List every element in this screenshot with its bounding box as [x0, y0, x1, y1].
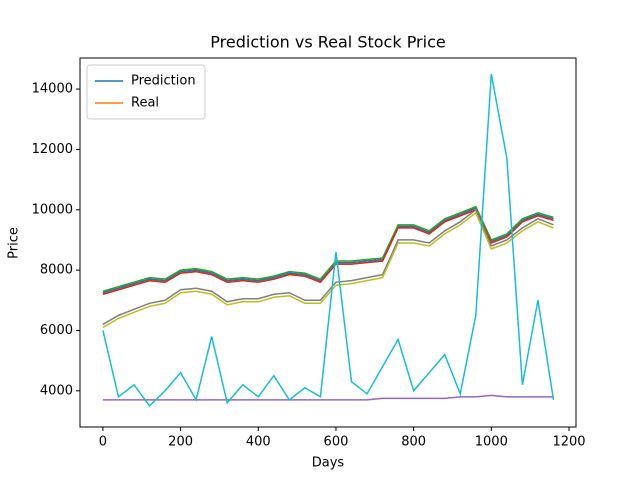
chart-title: Prediction vs Real Stock Price: [210, 33, 445, 52]
plot-frame: [79, 57, 577, 428]
legend-box: [86, 64, 206, 120]
x-tick-label: 1200: [552, 435, 585, 450]
series-line: [102, 394, 554, 401]
series-line: [102, 205, 554, 292]
legend-label: Real: [131, 96, 159, 111]
y-axis-label: Price: [7, 227, 22, 259]
y-tick-label: 4000: [40, 383, 73, 398]
series-line: [102, 211, 554, 329]
series-line: [102, 208, 554, 295]
x-tick-label: 800: [401, 435, 426, 450]
x-axis-label: Days: [312, 456, 345, 471]
x-tick-label: 1000: [475, 435, 508, 450]
x-tick-label: 400: [246, 435, 271, 450]
series-line: [102, 207, 554, 294]
series-line: [102, 208, 554, 326]
x-tick-label: 200: [168, 435, 193, 450]
series-line: [102, 208, 554, 295]
series-line: [102, 73, 555, 408]
y-tick-label: 10000: [32, 202, 73, 217]
y-tick-label: 8000: [40, 263, 73, 278]
y-tick-label: 12000: [32, 142, 73, 157]
x-tick-label: 600: [324, 435, 349, 450]
legend-label: Prediction: [131, 74, 196, 89]
y-tick-label: 14000: [32, 82, 73, 97]
y-tick-label: 6000: [40, 323, 73, 338]
x-tick-label: 0: [99, 435, 107, 450]
